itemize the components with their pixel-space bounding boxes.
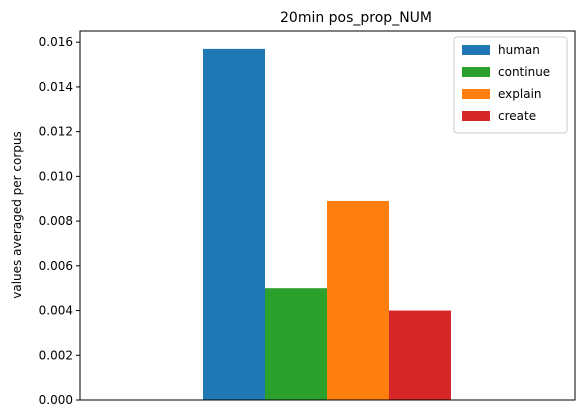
y-tick-label: 0.016 xyxy=(39,35,73,49)
y-axis-label: values averaged per corpus xyxy=(10,131,24,299)
legend-swatch-create xyxy=(462,111,490,121)
legend-swatch-human xyxy=(462,45,490,55)
bar-continue xyxy=(265,288,327,400)
y-tick-label: 0.014 xyxy=(39,80,73,94)
legend-swatch-continue xyxy=(462,67,490,77)
y-tick-label: 0.002 xyxy=(39,348,73,362)
bar-explain xyxy=(327,200,389,400)
y-tick-label: 0.008 xyxy=(39,214,73,228)
y-tick-label: 0.004 xyxy=(39,304,73,318)
legend-label-create: create xyxy=(498,109,536,123)
y-tick-label: 0.006 xyxy=(39,259,73,273)
y-axis: 0.000 0.002 0.004 0.006 0.008 0.010 0.012 0.014… xyxy=(39,35,80,407)
bar-create xyxy=(389,310,451,400)
y-tick-label: 0.010 xyxy=(39,169,73,183)
legend-label-human: human xyxy=(498,43,540,57)
legend: human continue explain create xyxy=(453,36,568,134)
legend-box xyxy=(453,36,568,134)
plot-frame xyxy=(79,30,576,401)
legend-swatch-explain xyxy=(462,89,490,99)
bar-human xyxy=(203,48,265,401)
bars-group xyxy=(203,48,451,401)
chart-title: 20min pos_prop_NUM xyxy=(280,10,432,26)
legend-label-explain: explain xyxy=(498,87,542,101)
y-tick-label: 0.012 xyxy=(39,125,73,139)
y-tick-label: 0.000 xyxy=(39,393,73,407)
legend-label-continue: continue xyxy=(498,65,550,79)
